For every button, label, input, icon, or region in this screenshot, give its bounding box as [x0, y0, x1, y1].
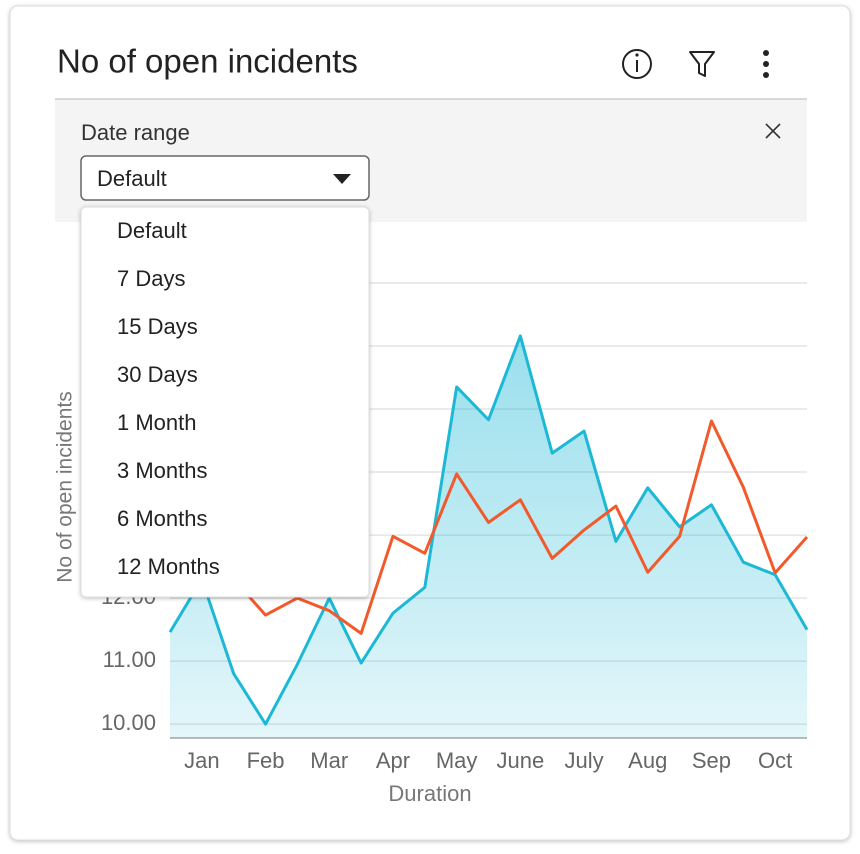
- close-icon[interactable]: [765, 123, 781, 139]
- dropdown-option[interactable]: 6 Months: [117, 506, 208, 531]
- x-tick-label: Aug: [628, 748, 667, 773]
- series-area: [170, 335, 807, 738]
- dropdown-panel: [80, 206, 370, 598]
- x-tick-label: Jan: [184, 748, 219, 773]
- x-tick-label: July: [564, 748, 603, 773]
- y-tick-label: 10.00: [101, 710, 156, 735]
- x-tick-label: Oct: [758, 748, 792, 773]
- x-tick-label: May: [436, 748, 478, 773]
- select-value: Default: [97, 166, 167, 191]
- dropdown-option[interactable]: 30 Days: [117, 362, 198, 387]
- dropdown-menu: Default 7 Days 15 Days 30 Days 1 Month 3 Mont…: [80, 206, 370, 598]
- x-tick-label: Apr: [376, 748, 410, 773]
- filter-icon[interactable]: [689, 51, 715, 77]
- dropdown-option[interactable]: 3 Months: [117, 458, 208, 483]
- dropdown-option[interactable]: 12 Months: [117, 554, 220, 579]
- dropdown-option[interactable]: 1 Month: [117, 410, 197, 435]
- x-tick-label: Feb: [247, 748, 285, 773]
- x-axis-label: Duration: [388, 781, 471, 806]
- info-icon[interactable]: [622, 49, 652, 79]
- dropdown-option[interactable]: Default: [117, 218, 187, 243]
- more-icon[interactable]: [763, 50, 769, 78]
- y-axis-label: No of open incidents: [54, 391, 77, 582]
- x-tick-label: Sep: [692, 748, 731, 773]
- card-title: No of open incidents: [57, 43, 358, 80]
- series-line: [168, 334, 809, 726]
- dropdown-option[interactable]: 15 Days: [117, 314, 198, 339]
- select-arrow: [333, 174, 351, 184]
- select-box[interactable]: [80, 155, 370, 201]
- x-tick-label: June: [496, 748, 544, 773]
- y-tick-label: 11.00: [103, 647, 156, 672]
- series-line: [169, 419, 809, 635]
- x-tick-label: Mar: [310, 748, 348, 773]
- filter-label: Date range: [81, 120, 190, 145]
- dropdown-option[interactable]: 7 Days: [117, 266, 185, 291]
